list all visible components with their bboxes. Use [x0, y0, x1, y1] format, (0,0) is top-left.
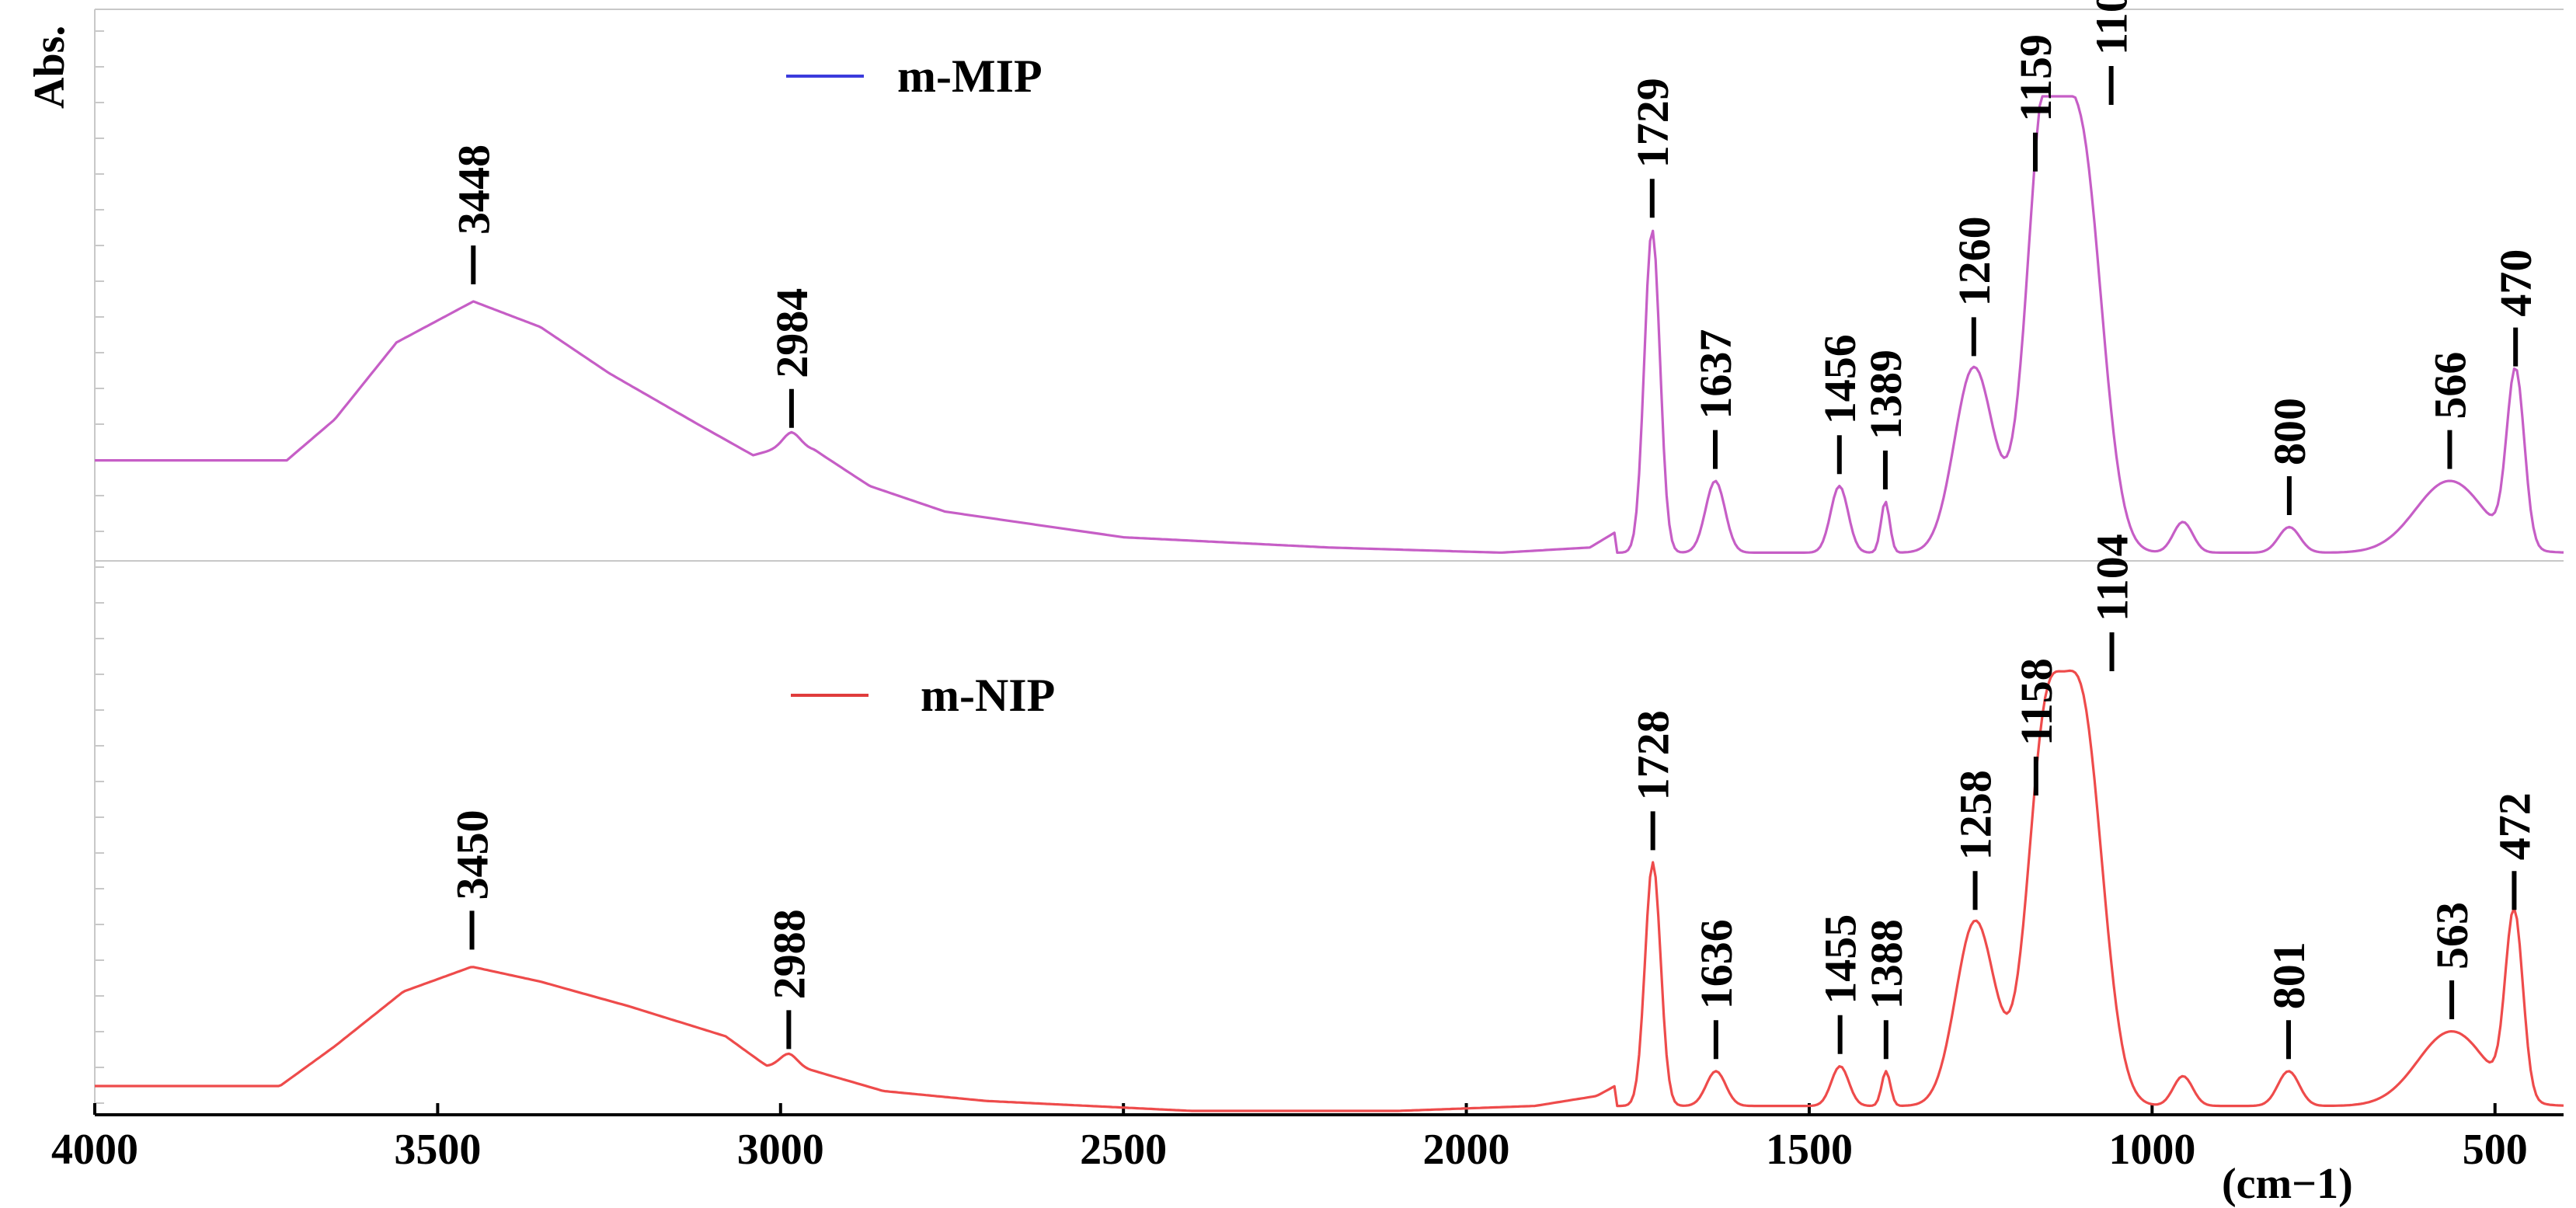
peak-label-1388: 1388	[1861, 919, 1912, 1009]
peak-label-3448: 3448	[448, 144, 499, 235]
peak-label-1159: 1159	[2010, 34, 2061, 122]
peak-label-2984: 2984	[767, 288, 817, 378]
x-tick-label-3000: 3000	[737, 1126, 824, 1174]
legend-label-m-mip: m-MIP	[897, 50, 1043, 102]
series-line-m-mip	[95, 95, 2564, 554]
y-minor-ticks	[95, 30, 104, 1104]
legend-label-m-nip: m-NIP	[921, 670, 1055, 721]
peak-label-470: 470	[2491, 249, 2541, 317]
peak-label-1158: 1158	[2011, 658, 2062, 746]
legend-m-nip: m-NIP	[791, 670, 1055, 721]
x-tick-label-2500: 2500	[1080, 1126, 1167, 1174]
peak-label-1455: 1455	[1815, 914, 1866, 1004]
peak-label-563: 563	[2427, 902, 2477, 970]
peak-label-1637: 1637	[1690, 329, 1741, 419]
spectrum-series	[95, 95, 2564, 1112]
peak-label-801: 801	[2264, 942, 2314, 1009]
legend-m-mip: m-MIP	[786, 50, 1043, 102]
x-tick-label-4000: 4000	[51, 1126, 138, 1174]
peak-label-472: 472	[2489, 792, 2539, 860]
y-axis-label: Abs.	[26, 26, 74, 109]
x-axis-ticks: 4000 3500 3000 2500 2000 1500 1000 500	[51, 1103, 2528, 1174]
peak-label-1105: 1105	[2087, 0, 2137, 55]
peak-label-1260: 1260	[1949, 216, 2000, 306]
peak-label-1729: 1729	[1627, 78, 1678, 168]
peak-label-800: 800	[2264, 398, 2315, 465]
peak-label-566: 566	[2425, 352, 2475, 419]
peak-label-1456: 1456	[1815, 334, 1865, 424]
peak-label-1728: 1728	[1628, 710, 1679, 800]
x-tick-label-3500: 3500	[394, 1126, 481, 1174]
peak-label-1389: 1389	[1861, 350, 1911, 440]
peak-label-2988: 2988	[764, 909, 814, 999]
peak-label-1258: 1258	[1951, 770, 2001, 860]
x-tick-label-1000: 1000	[2108, 1126, 2195, 1174]
x-tick-label-1500: 1500	[1766, 1126, 1853, 1174]
peak-label-1104: 1104	[2087, 534, 2138, 621]
x-axis-label: (cm−1)	[2222, 1160, 2353, 1208]
peak-label-3450: 3450	[447, 809, 498, 900]
x-tick-label-500: 500	[2463, 1126, 2528, 1174]
x-tick-label-2000: 2000	[1423, 1126, 1510, 1174]
series-line-m-nip	[95, 669, 2564, 1112]
peak-label-1636: 1636	[1691, 919, 1742, 1009]
